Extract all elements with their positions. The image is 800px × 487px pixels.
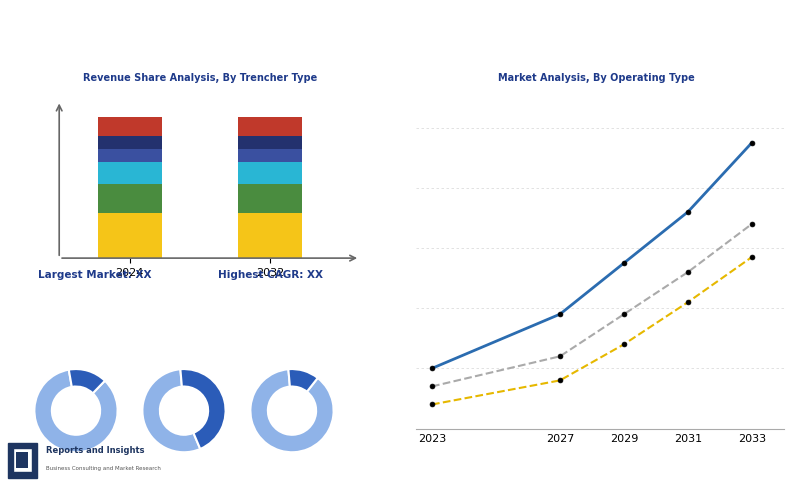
Bar (98, 184, 162, 213)
Bar (238, 213, 302, 258)
Text: Market Analysis, By Operating Type: Market Analysis, By Operating Type (498, 73, 694, 83)
FancyBboxPatch shape (8, 443, 37, 478)
Bar (238, 136, 302, 149)
Wedge shape (34, 370, 118, 452)
Bar (98, 213, 162, 258)
Bar (98, 162, 162, 184)
Bar (238, 117, 302, 136)
Wedge shape (180, 369, 226, 449)
Bar (98, 149, 162, 162)
Text: Largest Market: XX: Largest Market: XX (38, 270, 152, 280)
Bar (238, 184, 302, 213)
Bar (98, 117, 162, 136)
Bar (238, 162, 302, 184)
Text: Highest CAGR: XX: Highest CAGR: XX (218, 270, 323, 280)
FancyBboxPatch shape (16, 452, 29, 468)
FancyBboxPatch shape (13, 448, 32, 472)
Text: Reports and Insights: Reports and Insights (46, 446, 145, 455)
Wedge shape (250, 369, 334, 452)
Bar (238, 149, 302, 162)
Text: Revenue Share Analysis, By Trencher Type: Revenue Share Analysis, By Trencher Type (83, 73, 317, 83)
Wedge shape (288, 369, 318, 392)
Wedge shape (142, 369, 200, 452)
Wedge shape (69, 369, 105, 393)
Text: GLOBAL TRENCHER AND TRENCHER ATTACHMENT MARKET SEGMENT ANALYSIS: GLOBAL TRENCHER AND TRENCHER ATTACHMENT … (12, 26, 537, 38)
Bar (98, 136, 162, 149)
Text: Business Consulting and Market Research: Business Consulting and Market Research (46, 467, 162, 471)
